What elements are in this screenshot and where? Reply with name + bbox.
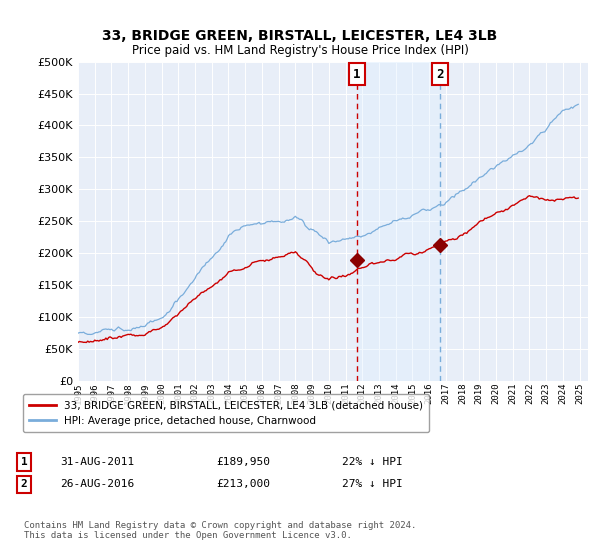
Text: 2: 2 bbox=[20, 479, 28, 489]
Text: 1: 1 bbox=[20, 457, 28, 467]
Text: 22% ↓ HPI: 22% ↓ HPI bbox=[342, 457, 403, 467]
Text: £213,000: £213,000 bbox=[216, 479, 270, 489]
Bar bbox=[356, 62, 440, 381]
Text: 2: 2 bbox=[437, 68, 444, 81]
Legend: 33, BRIDGE GREEN, BIRSTALL, LEICESTER, LE4 3LB (detached house), HPI: Average pr: 33, BRIDGE GREEN, BIRSTALL, LEICESTER, L… bbox=[23, 394, 429, 432]
Text: 33, BRIDGE GREEN, BIRSTALL, LEICESTER, LE4 3LB: 33, BRIDGE GREEN, BIRSTALL, LEICESTER, L… bbox=[103, 29, 497, 44]
Text: 31-AUG-2011: 31-AUG-2011 bbox=[60, 457, 134, 467]
Text: Contains HM Land Registry data © Crown copyright and database right 2024.
This d: Contains HM Land Registry data © Crown c… bbox=[24, 521, 416, 540]
Text: 1: 1 bbox=[353, 68, 361, 81]
Text: 27% ↓ HPI: 27% ↓ HPI bbox=[342, 479, 403, 489]
Text: Price paid vs. HM Land Registry's House Price Index (HPI): Price paid vs. HM Land Registry's House … bbox=[131, 44, 469, 57]
Text: £189,950: £189,950 bbox=[216, 457, 270, 467]
Text: 26-AUG-2016: 26-AUG-2016 bbox=[60, 479, 134, 489]
